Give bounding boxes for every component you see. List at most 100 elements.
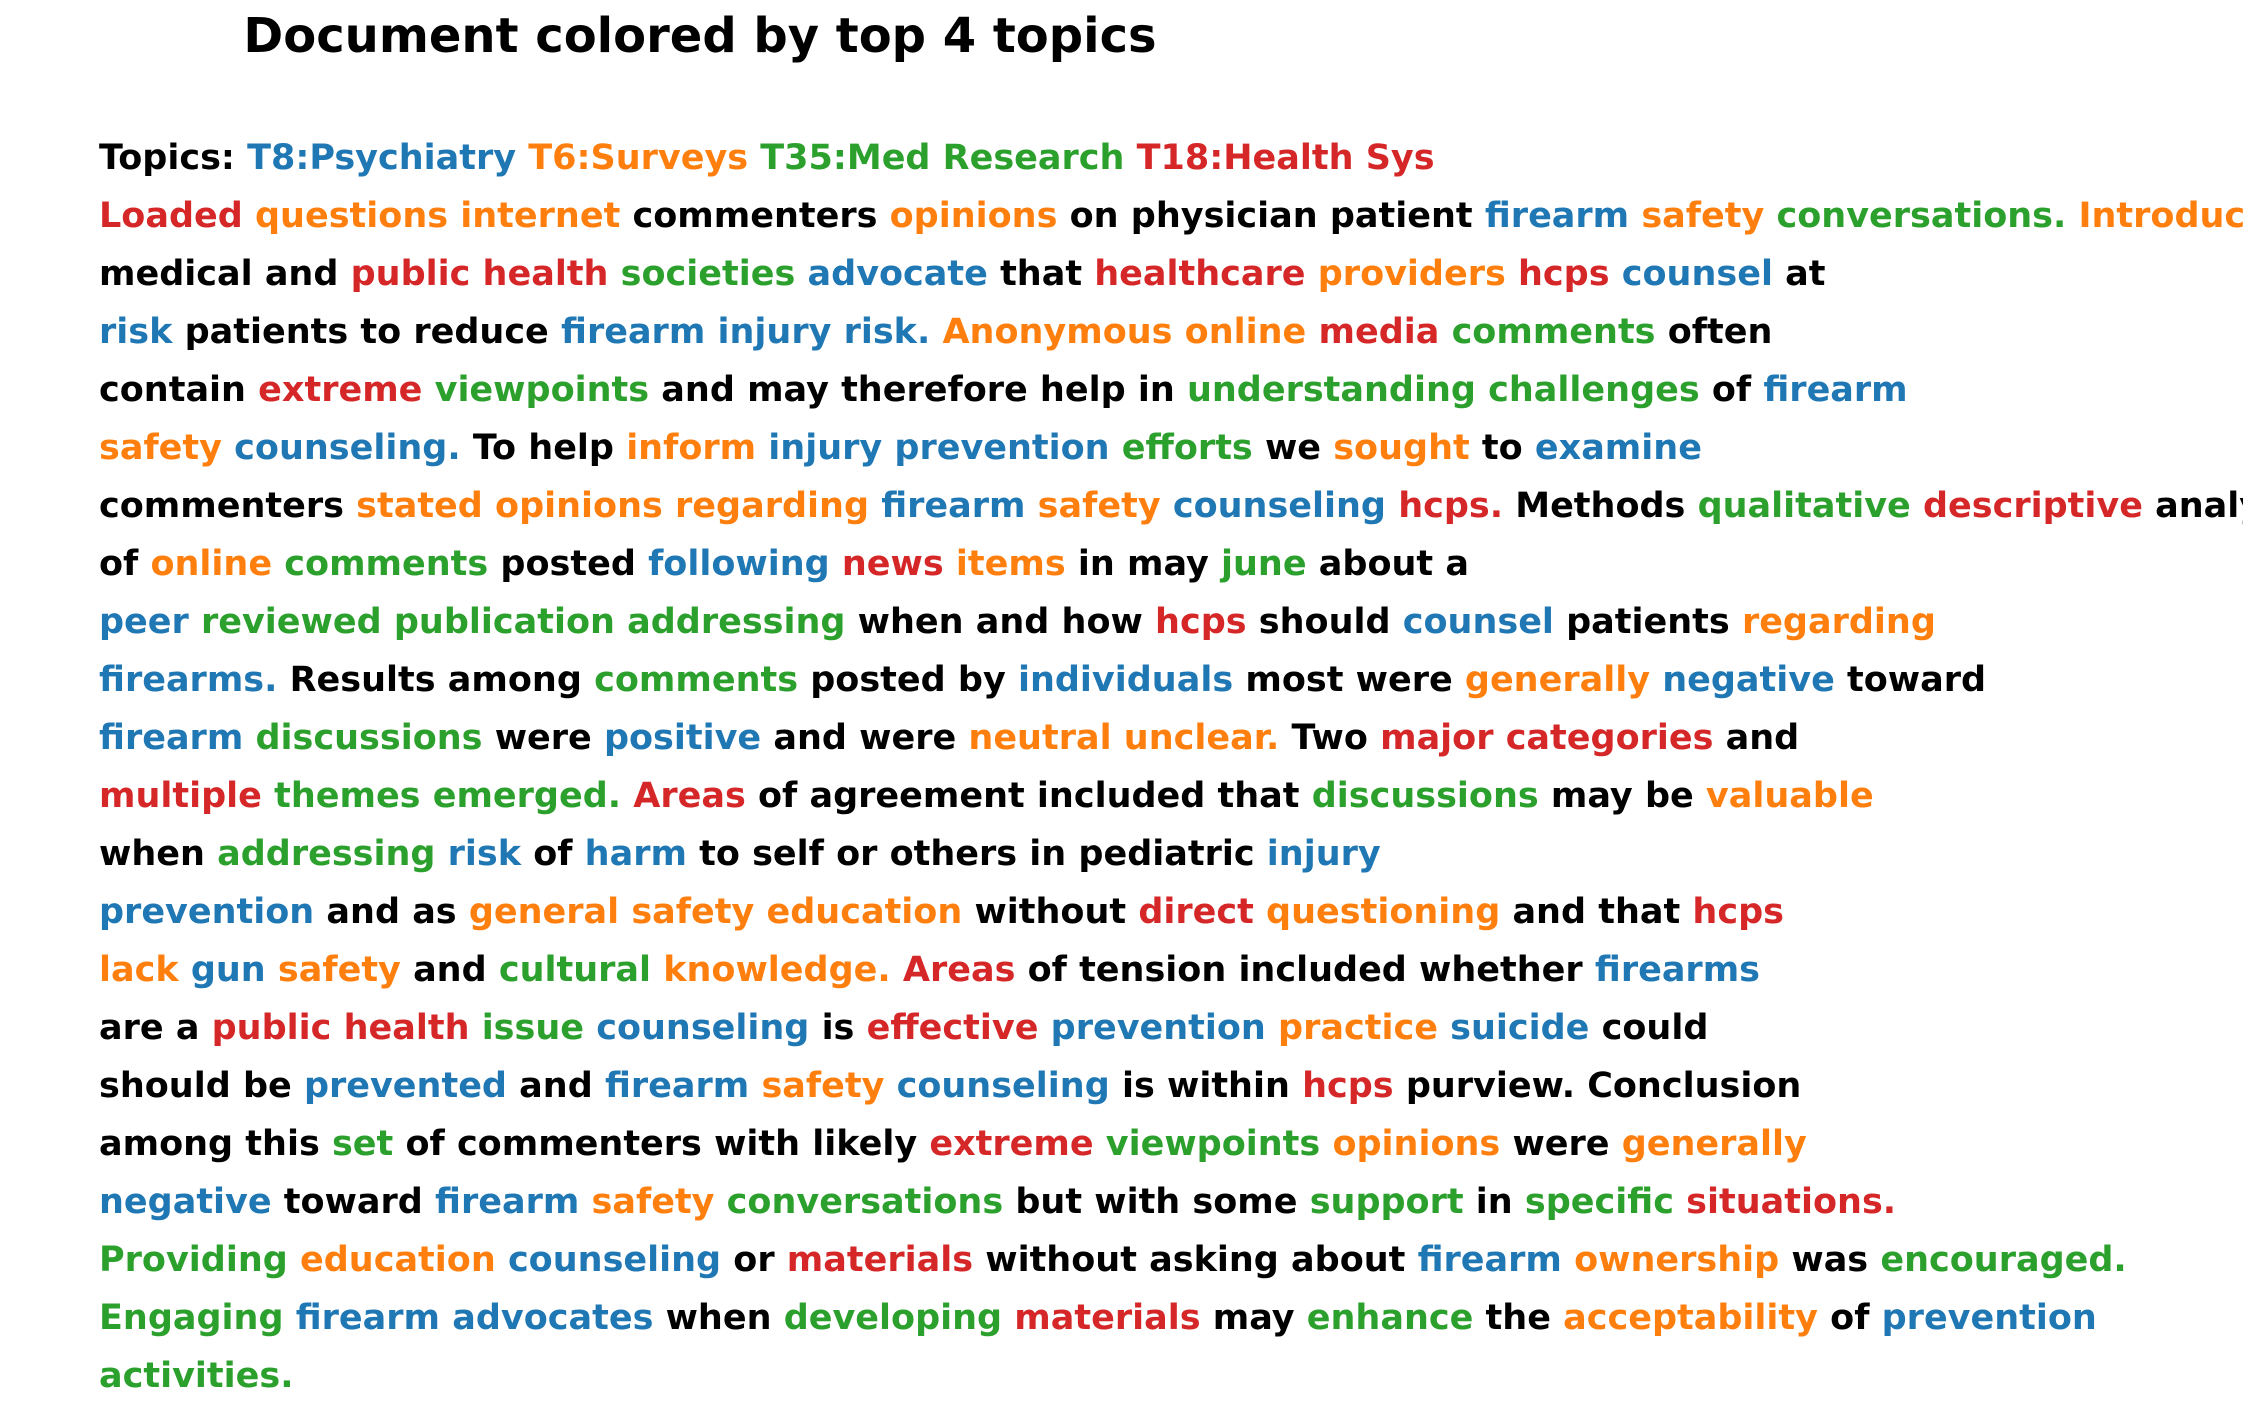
word: of [758, 776, 798, 816]
word: how [1061, 602, 1143, 642]
word-topic-t8: counsel [1402, 602, 1554, 642]
word-topic-t18: health [343, 1008, 470, 1048]
word: with [714, 1124, 801, 1164]
topic-legend-items: T8:Psychiatry T6:Surveys T35:Med Researc… [247, 138, 1434, 178]
word: Results [289, 660, 436, 700]
word-topic-t8: prevention [1050, 1008, 1266, 1048]
word: agreement [809, 776, 1025, 816]
word-topic-t35: understanding [1186, 370, 1476, 410]
word-topic-t6: regarding [675, 486, 869, 526]
word: a [1445, 544, 1469, 584]
document-line: peer reviewed publication addressing whe… [99, 600, 1936, 644]
word: most [1245, 660, 1344, 700]
word-topic-t18: descriptive [1922, 486, 2143, 526]
document-line: Loaded questions internet commenters opi… [99, 194, 2243, 238]
word: to [699, 834, 740, 874]
word: is [821, 1008, 855, 1048]
word: should [1258, 602, 1391, 642]
word-topic-t35: challenges [1488, 370, 1700, 410]
word-topic-t6: Anonymous [942, 312, 1173, 352]
word-topic-t8: injury [717, 312, 832, 352]
word: be [242, 1066, 292, 1106]
word: some [1192, 1182, 1298, 1222]
word-topic-t35: encouraged. [1880, 1240, 2127, 1280]
word-topic-t8: negative [1662, 660, 1835, 700]
word-topic-t6: practice [1278, 1008, 1438, 1048]
word: about [1318, 544, 1434, 584]
word-topic-t35: support [1309, 1182, 1464, 1222]
word-topic-t8: peer [99, 602, 189, 642]
document-line: of online comments posted following news… [99, 542, 1469, 586]
word: physician [1130, 196, 1318, 236]
word-topic-t8: risk [99, 312, 173, 352]
word: of [1711, 370, 1752, 410]
document-line: safety counseling. To help inform injury… [99, 426, 1702, 470]
word: when [857, 602, 964, 642]
word: patients [184, 312, 349, 352]
word: toward [1847, 660, 1987, 700]
word-topic-t35: enhance [1306, 1298, 1474, 1338]
word: of [405, 1124, 445, 1164]
word: in [1077, 544, 1115, 584]
word: in [1029, 834, 1067, 874]
word-topic-t18: categories [1505, 718, 1714, 758]
word-topic-t6: general [468, 892, 620, 932]
word: without [974, 892, 1127, 932]
word: of [1027, 950, 1067, 990]
word: were [859, 718, 957, 758]
word: of [99, 544, 139, 584]
word-topic-t8: counseling [507, 1240, 722, 1280]
word-topic-t6: online [150, 544, 273, 584]
word: should [99, 1066, 231, 1106]
word-topic-t6: education [766, 892, 963, 932]
word: and [661, 370, 735, 410]
word: tension [1079, 950, 1227, 990]
word-topic-t18: multiple [99, 776, 262, 816]
word-topic-t8: prevention [894, 428, 1110, 468]
word: in [1137, 370, 1175, 410]
word: others [889, 834, 1018, 874]
word-topic-t18: news [841, 544, 944, 584]
word-topic-t18: direct [1138, 892, 1254, 932]
word: commenters [632, 196, 878, 236]
document-line: firearm discussions were positive and we… [99, 716, 1799, 760]
figure-title: Document colored by top 4 topics [243, 8, 1157, 64]
word-topic-t8: firearm [1417, 1240, 1562, 1280]
word-topic-t8: counseling [1172, 486, 1386, 526]
word: and [413, 950, 487, 990]
word: are [99, 1008, 164, 1048]
word: is [1121, 1066, 1155, 1106]
word-topic-t18: Areas [902, 950, 1016, 990]
word-topic-t8: suicide [1450, 1008, 1590, 1048]
word-topic-t8: firearm [435, 1182, 580, 1222]
word-topic-t6: sought [1333, 428, 1470, 468]
word-topic-t6: knowledge. [663, 950, 891, 990]
word-topic-t8: injury [768, 428, 883, 468]
word-topic-t35: activities. [99, 1356, 294, 1396]
document-line: Engaging firearm advocates when developi… [99, 1296, 2097, 1340]
word-topic-t18: hcps [1518, 254, 1610, 294]
word-topic-t6: unclear. [1123, 718, 1280, 758]
word-topic-t6: ownership [1574, 1240, 1780, 1280]
word: may [1550, 776, 1633, 816]
word-topic-t8: firearm [1484, 196, 1630, 236]
word: purview. [1405, 1066, 1576, 1106]
word: of [1830, 1298, 1870, 1338]
word-topic-t8: prevention [1881, 1298, 2097, 1338]
word-topic-t18: effective [866, 1008, 1039, 1048]
word-topic-t8: counseling. [234, 428, 461, 468]
document-line: lack gun safety and cultural knowledge. … [99, 948, 1760, 992]
word-topic-t6: safety [1641, 196, 1765, 236]
word-topic-t18: public [350, 254, 471, 294]
word-topic-t8: firearm [99, 718, 244, 758]
word: help [528, 428, 614, 468]
word-topic-t18: materials [786, 1240, 974, 1280]
word: that [1598, 892, 1681, 932]
word-topic-t35: specific [1524, 1182, 1674, 1222]
word: and [773, 718, 847, 758]
word-topic-t6: neutral [968, 718, 1112, 758]
word: asking [1149, 1240, 1279, 1280]
word-topic-t35: viewpoints [434, 370, 650, 410]
word-topic-t6: opinions [1332, 1124, 1501, 1164]
word-topic-t18: Areas [633, 776, 746, 816]
